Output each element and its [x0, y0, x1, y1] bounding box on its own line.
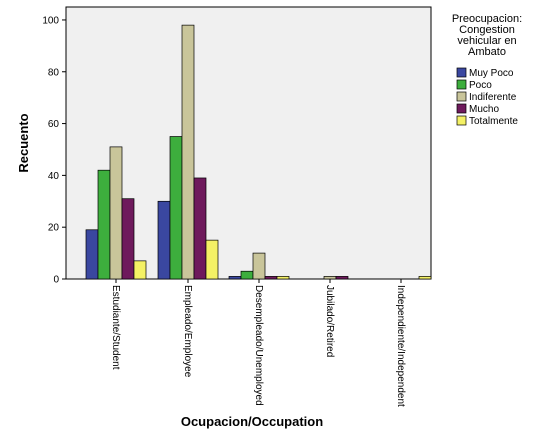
legend-title-line: Ambato	[468, 46, 506, 58]
bar	[109, 146, 123, 280]
bar	[193, 177, 207, 280]
bar	[205, 239, 219, 280]
legend-label: Poco	[469, 80, 492, 91]
legend-swatch	[456, 67, 467, 78]
x-tick-label: Empleado/Employee	[182, 285, 193, 378]
x-axis: Estudiante/Student Empleado/Employee Desem…	[110, 279, 406, 407]
legend-label: Totalmente	[469, 116, 518, 127]
bars-group	[85, 24, 432, 280]
bar	[335, 276, 349, 280]
y-tick-label: 40	[48, 171, 60, 182]
y-tick-label: 0	[53, 275, 59, 286]
x-axis-title: Ocupacion/Occupation	[181, 414, 323, 429]
bar	[228, 276, 242, 280]
bar	[133, 260, 147, 280]
y-axis: 0 20 40 60 80 100	[42, 15, 66, 286]
x-tick-label: Independiente/Independent	[395, 285, 406, 407]
bar	[157, 200, 171, 280]
bar	[97, 169, 111, 280]
bar	[264, 276, 278, 280]
legend-swatch	[456, 79, 467, 90]
bar	[252, 252, 266, 280]
legend-label: Mucho	[469, 104, 499, 115]
y-axis-title: Recuento	[16, 113, 31, 172]
x-tick-label: Estudiante/Student	[110, 285, 121, 370]
bar	[323, 276, 337, 280]
legend-title-line: Preocupacion:	[452, 13, 522, 25]
legend-swatch	[456, 115, 467, 126]
y-tick-label: 80	[48, 67, 60, 78]
legend-swatch	[456, 103, 467, 114]
legend-label: Muy Poco	[469, 68, 514, 79]
y-tick-label: 100	[42, 15, 59, 26]
x-tick-label: Desempleado/Unemployed	[253, 285, 264, 406]
y-tick-label: 60	[48, 119, 60, 130]
bar	[418, 276, 432, 280]
y-tick-label: 20	[48, 223, 60, 234]
legend-swatch	[456, 91, 467, 102]
legend-title-line: vehicular en	[457, 35, 516, 47]
bar	[240, 270, 254, 280]
legend-title-line: Congestion	[459, 24, 515, 36]
bar	[169, 136, 183, 280]
x-tick-label: Jubilado/Retired	[324, 285, 335, 357]
legend-label: Indiferente	[469, 92, 517, 103]
bar	[181, 24, 195, 280]
bar	[276, 276, 290, 280]
bar	[121, 198, 135, 280]
bar	[85, 229, 99, 280]
